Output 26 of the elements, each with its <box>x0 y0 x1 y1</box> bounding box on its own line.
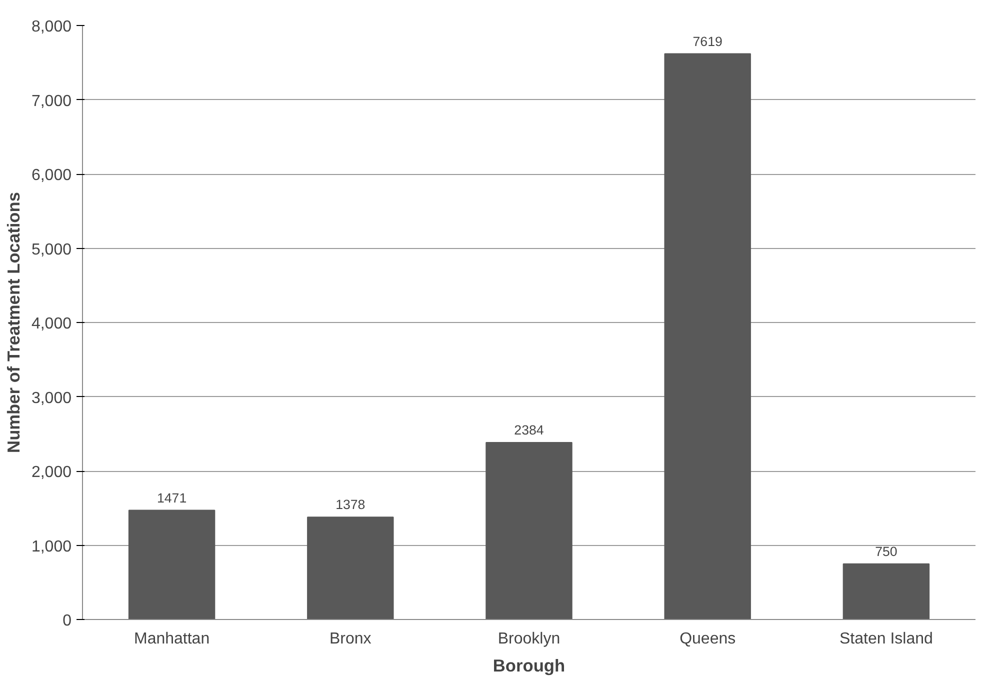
x-tick-label: Brooklyn <box>498 630 560 648</box>
y-tick-label: 1,000 <box>31 538 72 556</box>
bar <box>307 516 394 620</box>
data-label: 1378 <box>336 497 366 512</box>
bar <box>486 442 572 620</box>
y-tick-label: 3,000 <box>31 390 72 407</box>
bar <box>128 510 216 620</box>
data-label: 7619 <box>692 34 722 49</box>
x-tick-label: Staten Island <box>840 630 933 648</box>
x-tick-label: Bronx <box>330 630 372 648</box>
data-label: 2384 <box>514 422 544 438</box>
y-tick-label: 6,000 <box>31 167 72 184</box>
y-tick-label: 0 <box>62 612 72 630</box>
y-tick-label: 7,000 <box>31 92 72 110</box>
bar <box>842 563 930 620</box>
x-tick-label: Manhattan <box>134 630 210 648</box>
bar <box>664 53 751 620</box>
y-tick-label: 2,000 <box>31 464 72 481</box>
y-tick-label: 8,000 <box>31 18 72 36</box>
y-tick-label: 4,000 <box>31 316 72 332</box>
y-axis-title: Number of Treatment Locations <box>3 192 24 453</box>
y-tick-label: 5,000 <box>31 241 72 258</box>
data-label: 750 <box>875 544 898 559</box>
x-tick-label: Queens <box>680 630 736 648</box>
data-label: 1471 <box>156 490 187 506</box>
x-axis-title: Borough <box>492 656 566 676</box>
